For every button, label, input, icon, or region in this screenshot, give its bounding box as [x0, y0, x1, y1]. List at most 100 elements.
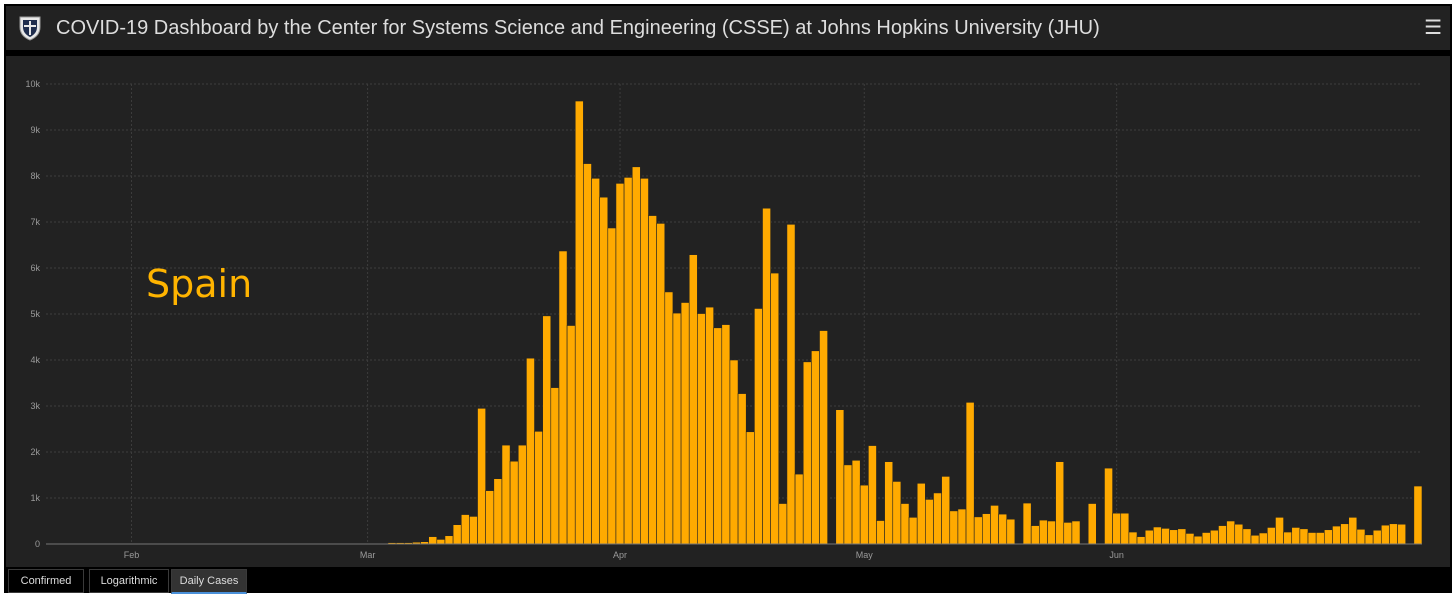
bar: [1397, 523, 1407, 545]
bar: [1389, 523, 1398, 545]
bar: [1323, 529, 1333, 545]
bar: [534, 430, 543, 545]
bar: [1315, 532, 1325, 545]
bar: [1364, 534, 1374, 545]
bar: [835, 409, 845, 545]
bar: [1153, 526, 1162, 545]
bar: [884, 461, 894, 545]
bar: [819, 330, 828, 545]
bar: [1372, 529, 1382, 545]
bar: [941, 476, 951, 545]
bar: [900, 503, 910, 545]
bar: [485, 490, 495, 545]
bar: [558, 250, 568, 545]
bar: [802, 361, 812, 545]
bar: [1348, 517, 1358, 545]
bar: [477, 407, 486, 545]
bar: [1144, 529, 1154, 545]
bar: [916, 482, 926, 545]
bar: [599, 196, 609, 545]
bar: [843, 464, 853, 545]
bar: [729, 359, 739, 545]
bar: [517, 444, 527, 545]
bar: [859, 484, 869, 545]
bar: [1291, 527, 1301, 545]
bar: [1242, 528, 1252, 545]
bar: [745, 431, 755, 545]
hamburger-menu-icon[interactable]: ☰: [1424, 17, 1442, 39]
bar: [623, 177, 633, 545]
bar: [501, 444, 511, 545]
bar: [1104, 467, 1113, 545]
bar: [1063, 522, 1073, 545]
bar: [452, 524, 462, 545]
bar: [1258, 532, 1268, 545]
bar: [680, 302, 690, 545]
bar: [1087, 503, 1097, 545]
bar: [436, 539, 446, 545]
bar: [1250, 534, 1260, 545]
bar: [778, 503, 788, 545]
bar: [672, 312, 682, 545]
bar: [1332, 525, 1341, 545]
bar: [1071, 520, 1081, 545]
bar: [762, 207, 771, 545]
bar: [1413, 485, 1423, 545]
x-tick-label: Apr: [613, 550, 627, 560]
daily-cases-chart: 0 1k 2k 3k 4k 5k 6k 7k 8k 9k 10k Feb Mar Apr May Jun Spa…: [25, 79, 1423, 560]
bar: [908, 517, 918, 545]
y-tick-label: 1k: [30, 493, 40, 503]
bar: [851, 459, 861, 545]
bar: [583, 163, 592, 545]
bar: [1185, 533, 1195, 545]
bar: [868, 445, 877, 545]
bar: [1201, 532, 1211, 545]
bar: [925, 499, 934, 545]
bar: [1177, 528, 1187, 545]
bar: [982, 513, 991, 545]
bar: [566, 325, 576, 545]
bar: [428, 536, 438, 545]
bar: [631, 166, 641, 545]
bar: [786, 224, 796, 545]
x-tick-label: Feb: [124, 550, 140, 560]
bar: [965, 402, 975, 545]
bar: [949, 510, 959, 545]
bar: [1047, 520, 1056, 545]
bar: [1030, 525, 1040, 545]
bar: [493, 478, 503, 545]
bar: [1356, 528, 1366, 545]
bar: [811, 350, 820, 545]
tab-confirmed[interactable]: Confirmed: [8, 569, 84, 593]
bar: [550, 387, 560, 545]
bar: [1055, 461, 1065, 545]
bar: [664, 291, 674, 545]
page-title: COVID-19 Dashboard by the Center for Sys…: [56, 17, 1100, 39]
bar: [1307, 532, 1317, 545]
bar: [1380, 524, 1390, 545]
bar: [1120, 512, 1130, 545]
bar: [1193, 535, 1203, 545]
tab-daily-cases[interactable]: Daily Cases: [171, 569, 247, 594]
bar: [591, 178, 600, 545]
bar: [721, 324, 731, 545]
bar: [713, 327, 723, 545]
bar: [998, 513, 1008, 545]
tab-logarithmic[interactable]: Logarithmic: [89, 569, 169, 593]
bar: [1226, 520, 1236, 545]
bar: [1136, 536, 1146, 545]
bar: [688, 254, 698, 545]
bar: [574, 100, 584, 545]
x-tick-label: Jun: [1109, 550, 1124, 560]
bar: [542, 315, 552, 545]
bar: [737, 393, 747, 545]
x-tick-label: May: [856, 550, 874, 560]
bar: [770, 272, 780, 545]
bar: [1283, 531, 1293, 545]
bar: [1161, 528, 1170, 545]
bar: [615, 183, 625, 545]
bar: [892, 481, 902, 545]
country-label: Spain: [146, 262, 252, 306]
bar: [794, 473, 804, 545]
bar: [1218, 525, 1227, 545]
